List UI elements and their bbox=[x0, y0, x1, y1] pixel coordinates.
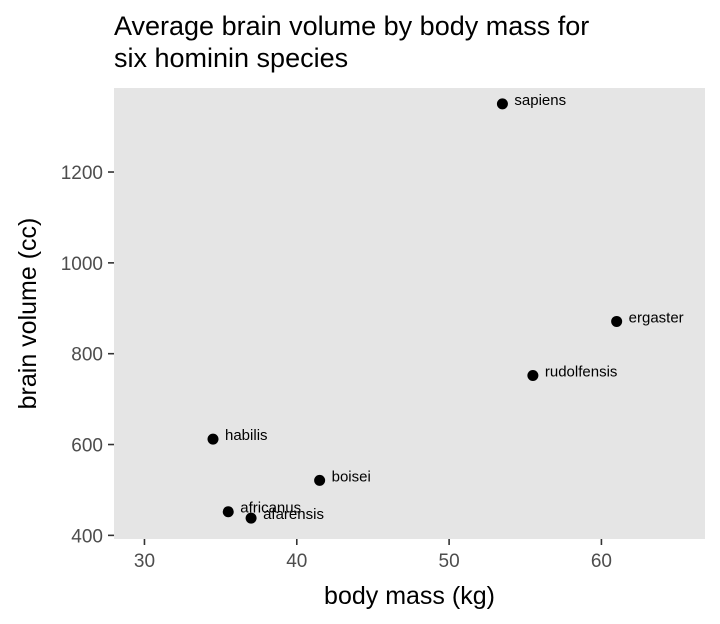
point-label-rudolfensis: rudolfensis bbox=[545, 363, 618, 380]
y-tick-label: 600 bbox=[71, 436, 103, 457]
y-tick-label: 800 bbox=[71, 345, 103, 366]
chart-title-line-1: Average brain volume by body mass for bbox=[114, 11, 590, 41]
point-label-afarensis: afarensis bbox=[263, 506, 324, 523]
y-axis-title: brain volume (cc) bbox=[14, 218, 42, 410]
data-points bbox=[207, 98, 623, 524]
x-tick-label: 50 bbox=[439, 551, 460, 572]
point-label-boisei: boisei bbox=[332, 468, 371, 485]
point-label-ergaster: ergaster bbox=[629, 309, 684, 326]
x-tick-label: 40 bbox=[286, 551, 307, 572]
x-tick-label: 60 bbox=[591, 551, 612, 572]
y-tick-label: 400 bbox=[71, 526, 103, 547]
data-point-boisei bbox=[314, 474, 326, 486]
chart-title: Average brain volume by body mass for si… bbox=[114, 10, 694, 74]
plot-panel bbox=[114, 88, 705, 539]
data-point-africanus bbox=[222, 506, 234, 518]
point-label-africanus: africanus bbox=[240, 500, 301, 517]
data-point-afarensis bbox=[245, 512, 257, 524]
x-axis-title: body mass (kg) bbox=[324, 582, 495, 610]
point-label-sapiens: sapiens bbox=[514, 92, 566, 109]
data-point-ergaster bbox=[611, 315, 623, 327]
y-tick-label: 1200 bbox=[61, 163, 103, 184]
chart-title-line-2: six hominin species bbox=[114, 43, 349, 73]
x-tick-label: 30 bbox=[134, 551, 155, 572]
data-point-habilis bbox=[207, 433, 219, 445]
data-point-sapiens bbox=[496, 98, 508, 110]
data-point-rudolfensis bbox=[527, 369, 539, 381]
point-label-habilis: habilis bbox=[225, 427, 268, 444]
y-tick-label: 1000 bbox=[61, 254, 103, 275]
y-axis: 400 600 800 1000 1200 bbox=[61, 163, 114, 547]
x-axis: 30 40 50 60 bbox=[134, 539, 612, 572]
